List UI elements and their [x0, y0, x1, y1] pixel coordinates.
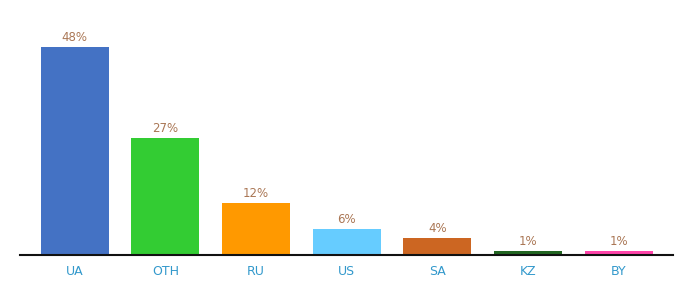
Bar: [403, 238, 471, 255]
Bar: [494, 251, 562, 255]
Text: 27%: 27%: [152, 122, 179, 135]
Text: 12%: 12%: [243, 188, 269, 200]
Bar: [585, 251, 653, 255]
Text: 1%: 1%: [519, 235, 537, 248]
Text: 4%: 4%: [428, 222, 447, 235]
Bar: [222, 203, 290, 255]
Text: 48%: 48%: [62, 32, 88, 44]
Bar: [41, 47, 109, 255]
Text: 6%: 6%: [337, 213, 356, 226]
Bar: [313, 229, 381, 255]
Bar: [131, 138, 199, 255]
Text: 1%: 1%: [609, 235, 628, 248]
